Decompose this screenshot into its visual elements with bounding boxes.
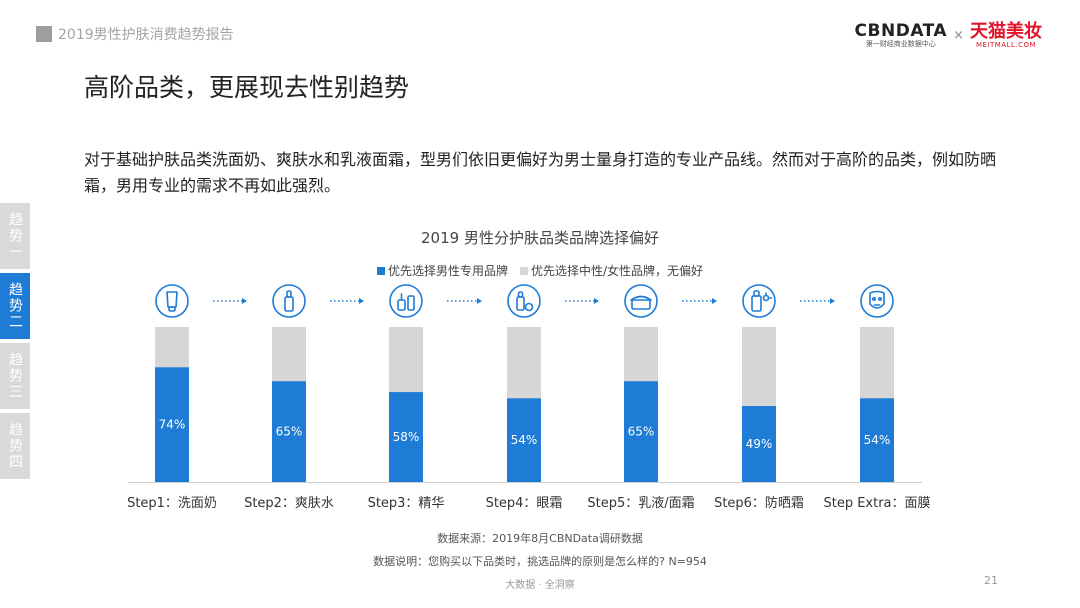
data-label: 54%	[864, 433, 891, 447]
data-source: 数据来源：2019年8月CBNData调研数据	[437, 532, 643, 545]
eye-cream-icon	[516, 291, 534, 312]
flow-arrow-head	[712, 298, 717, 304]
bar-male	[624, 381, 658, 482]
bar-male	[272, 381, 306, 482]
report-title: 2019男性护肤消费趋势报告	[58, 27, 234, 43]
chart-title: 2019 男性分护肤品类品牌选择偏好	[421, 229, 659, 247]
category-group: 65% Step5：乳液/面霜	[587, 284, 695, 511]
category-label: Step6：防晒霜	[714, 495, 804, 511]
bar-male	[507, 398, 541, 482]
side-tab-trend-4[interactable]: 趋势四	[0, 413, 30, 479]
logo-separator: ×	[953, 28, 964, 43]
cbndata-logo-text: CBNDATA	[854, 21, 948, 41]
sunscreen-icon	[751, 290, 773, 312]
face-mask-icon	[869, 290, 885, 309]
data-label: 58%	[393, 430, 420, 444]
side-tab-trend-3[interactable]: 趋势三	[0, 343, 30, 409]
cleanser-tube-icon	[166, 291, 178, 312]
flow-arrow-head	[830, 298, 835, 304]
tmall-beauty-logo: 天猫美妆 MEITMALL.COM	[970, 22, 1042, 50]
cbndata-logo-subtitle: 第一财经商业数据中心	[865, 40, 936, 48]
legend-label-male: 优先选择男性专用品牌	[387, 264, 508, 278]
data-label: 74%	[159, 418, 186, 432]
page-number: 21	[984, 574, 998, 587]
category-label: Step5：乳液/面霜	[587, 496, 694, 511]
report-header: 2019男性护肤消费趋势报告	[36, 24, 234, 44]
category-group: 65% Step2：爽肤水	[244, 284, 334, 511]
cream-jar-icon	[630, 295, 652, 310]
bar-male	[860, 398, 894, 482]
flow-arrow-head	[594, 298, 599, 304]
category-label: Step3：精华	[368, 496, 445, 511]
serum-dropper-icon	[397, 293, 415, 311]
category-group: 49% Step6：防晒霜	[714, 284, 804, 511]
chart-legend: 优先选择男性专用品牌 优先选择中性/女性品牌，无偏好	[0, 262, 1080, 279]
cbndata-logo: CBNDATA 第一财经商业数据中心	[855, 22, 948, 49]
category-group: 58% Step3：精华	[368, 284, 445, 511]
intro-paragraph: 对于基础护肤品类洗面奶、爽肤水和乳液面霜，型男们依旧更偏好为男士量身打造的专业产…	[84, 150, 997, 195]
icon-circle	[389, 284, 423, 318]
flow-arrow-head	[242, 298, 247, 304]
category-group: 54% Step4：眼霜	[486, 284, 563, 511]
category-label: Step1：洗面奶	[127, 496, 217, 511]
side-tab-trend-1[interactable]: 趋势一	[0, 203, 30, 269]
legend-swatch-neutral	[519, 266, 528, 275]
flow-arrow-head	[477, 298, 482, 304]
icon-circle	[272, 284, 306, 318]
toner-bottle-icon	[284, 290, 294, 312]
bar-male	[389, 392, 423, 482]
side-tab-trend-2[interactable]: 趋势二	[0, 273, 30, 339]
data-note: 数据说明：您购买以下品类时，挑选品牌的原则是怎么样的? N=954	[373, 555, 707, 568]
partner-logos: CBNDATA 第一财经商业数据中心 × 天猫美妆 MEITMALL.COM	[855, 22, 1042, 50]
header-square-icon	[36, 26, 52, 42]
category-label: Step2：爽肤水	[244, 496, 334, 511]
data-label: 65%	[628, 425, 655, 439]
data-label: 54%	[511, 433, 538, 447]
category-group: 74% Step1：洗面奶	[127, 284, 217, 511]
legend-swatch-male	[376, 266, 385, 275]
footer-tagline: 大数据 · 全洞察	[505, 580, 575, 591]
icon-circle	[742, 284, 776, 318]
bar-male	[742, 406, 776, 482]
category-label: Step4：眼霜	[486, 496, 563, 511]
icon-circle	[155, 284, 189, 318]
bar-male	[155, 367, 189, 482]
legend-item-neutral: 优先选择中性/女性品牌，无偏好	[519, 262, 704, 279]
category-group: 54% Step Extra：面膜	[823, 284, 931, 511]
legend-label-neutral: 优先选择中性/女性品牌，无偏好	[530, 264, 704, 278]
category-label: Step Extra：面膜	[823, 496, 930, 511]
data-label: 65%	[276, 425, 303, 439]
page-title: 高阶品类，更展现去性别趋势	[84, 73, 410, 102]
legend-item-male: 优先选择男性专用品牌	[376, 262, 508, 279]
tmall-logo-url: MEITMALL.COM	[975, 41, 1037, 49]
icon-circle	[860, 284, 894, 318]
side-tabs: 趋势一 趋势二 趋势三 趋势四	[0, 203, 30, 483]
tmall-logo-text: 天猫美妆	[970, 21, 1042, 42]
flow-arrow-head	[359, 298, 364, 304]
data-label: 49%	[746, 437, 773, 451]
icon-circle	[624, 284, 658, 318]
